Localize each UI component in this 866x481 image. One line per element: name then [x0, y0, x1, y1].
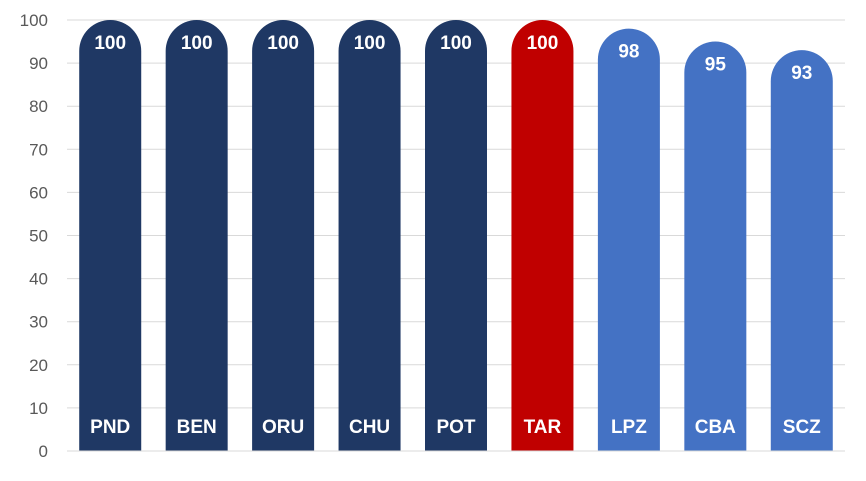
y-tick-label: 80 [29, 97, 48, 116]
bars: 100 PND 100 BEN 100 ORU 100 CHU 100 POT 100 TAR 98 LP… [79, 19, 833, 452]
bar-group-scz: 93 SCZ [770, 50, 833, 452]
y-tick-label: 70 [29, 140, 48, 159]
bar-cba [684, 41, 747, 452]
y-tick-label: 0 [39, 442, 48, 461]
y-tick-label: 20 [29, 356, 48, 375]
bar-group-chu: 100 CHU [338, 20, 401, 451]
bar-group-pot: 100 POT [425, 20, 487, 451]
bar-pot [425, 20, 487, 451]
bar-group-oru: 100 ORU [252, 20, 315, 451]
bar-oru [252, 20, 315, 451]
data-label: 93 [791, 63, 812, 84]
data-label: 100 [440, 33, 472, 54]
category-label: TAR [524, 417, 562, 438]
category-label: ORU [262, 417, 304, 438]
bar-group-pnd: 100 PND [79, 19, 142, 451]
data-label: 100 [267, 33, 299, 54]
data-label: 100 [527, 33, 559, 54]
y-axis-ticks: 0 10 20 30 40 50 60 70 80 90 100 [20, 11, 48, 461]
y-tick-label: 90 [29, 54, 48, 73]
bar-group-cba: 95 CBA [684, 41, 747, 452]
y-tick-label: 100 [20, 11, 48, 30]
bar-ben [165, 20, 228, 451]
y-tick-label: 60 [29, 183, 48, 202]
y-tick-label: 50 [29, 227, 48, 246]
y-tick-label: 30 [29, 313, 48, 332]
data-label: 100 [94, 33, 126, 54]
category-label: PND [90, 417, 130, 438]
category-label: POT [436, 417, 475, 438]
data-label: 95 [705, 55, 727, 76]
data-label: 100 [181, 33, 213, 54]
bar-chu [338, 20, 401, 451]
data-label: 100 [354, 33, 386, 54]
bar-tar [511, 20, 574, 451]
bar-group-lpz: 98 LPZ [597, 28, 660, 452]
category-label: SCZ [783, 417, 821, 438]
bar-lpz [597, 28, 660, 452]
bar-scz [770, 50, 833, 452]
y-tick-label: 10 [29, 399, 48, 418]
category-label: CHU [349, 417, 390, 438]
data-label: 98 [618, 42, 639, 63]
category-label: LPZ [611, 417, 647, 438]
bar-group-ben: 100 BEN [165, 20, 228, 451]
bar-pnd [79, 19, 142, 451]
y-tick-label: 40 [29, 270, 48, 289]
bar-group-tar: 100 TAR [511, 20, 574, 451]
category-label: BEN [177, 417, 217, 438]
category-label: CBA [695, 417, 736, 438]
